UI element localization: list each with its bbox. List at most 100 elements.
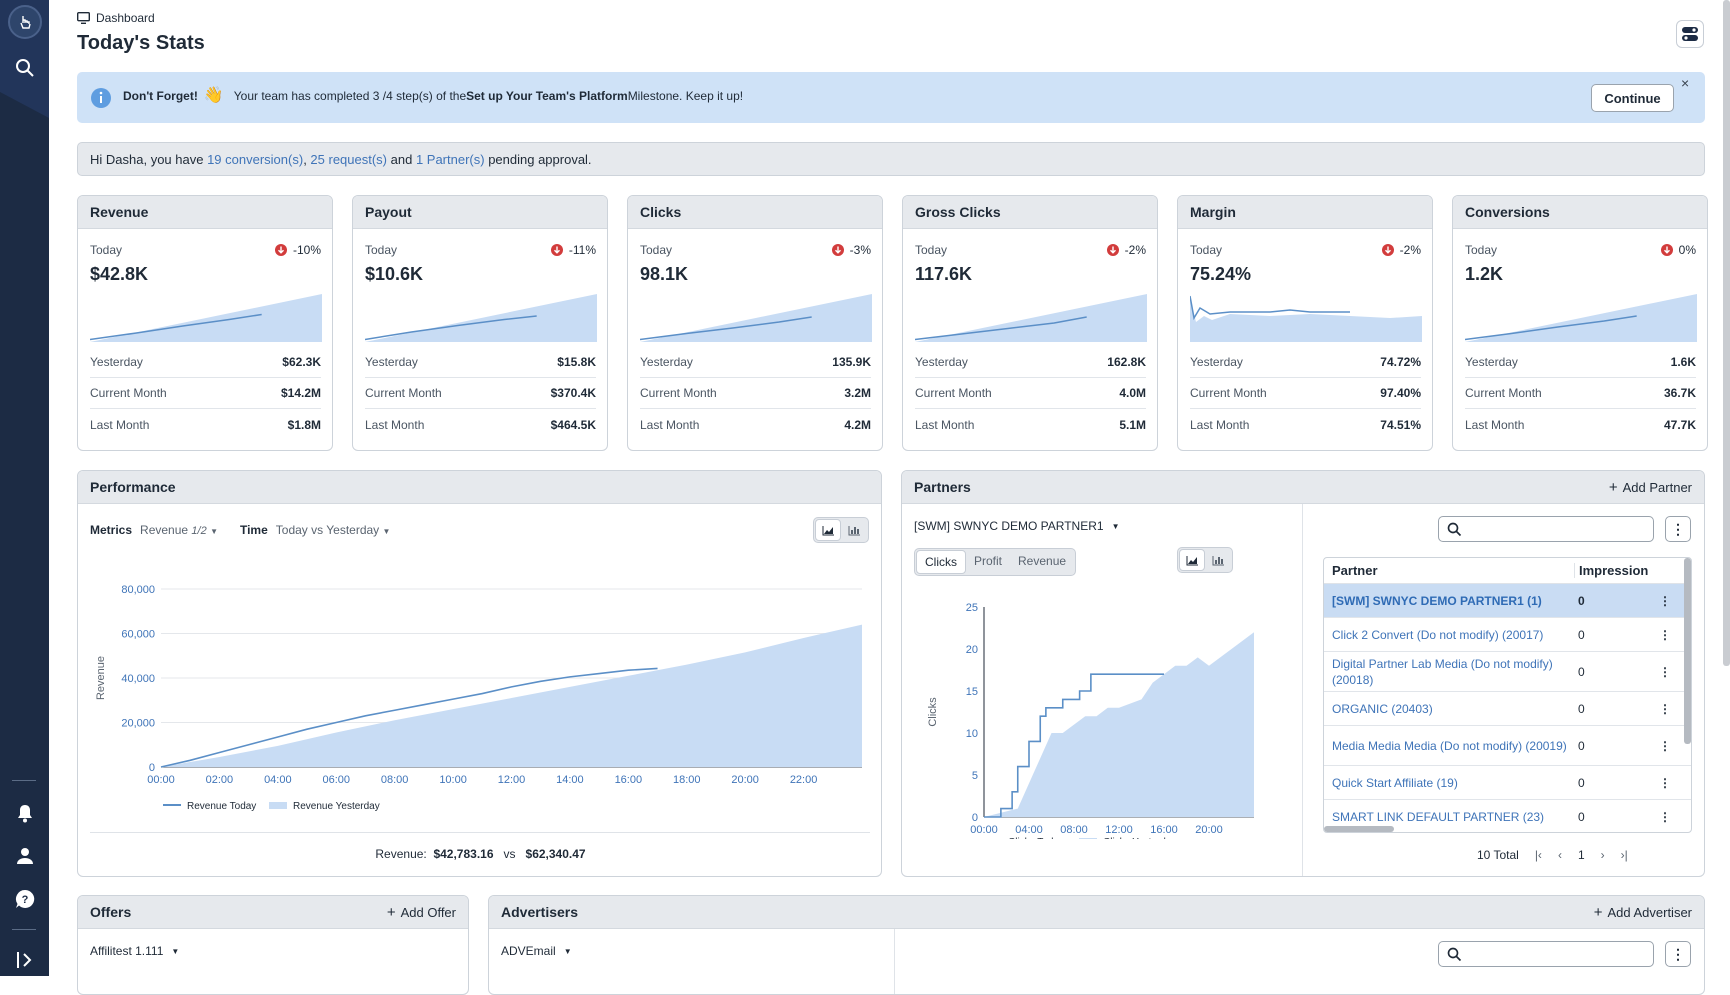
stat-title: Gross Clicks <box>915 204 1001 220</box>
x-tick-label: 02:00 <box>206 774 234 786</box>
performance-filters: Metrics Revenue 1/2 ▼ Time Today vs Yest… <box>90 523 390 537</box>
area-chart-button[interactable] <box>1179 549 1205 571</box>
stat-row-label: Last Month <box>1465 417 1525 432</box>
partner-name[interactable]: ORGANIC (20403) <box>1332 701 1433 716</box>
table-h-scrollbar[interactable] <box>1324 826 1394 832</box>
page-scrollbar[interactable] <box>1723 0 1730 666</box>
add-partner-button[interactable]: + Add Partner <box>1609 479 1692 496</box>
stat-row-label: Yesterday <box>1465 355 1518 369</box>
advertisers-card: Advertisers + Add Advertiser ADVEmail ▼ ⋮ <box>488 895 1705 995</box>
today-label: Today <box>640 243 673 257</box>
stat-row-label: Yesterday <box>90 355 143 369</box>
conversions-link[interactable]: 19 conversion(s) <box>207 151 304 167</box>
table-row[interactable]: Media Media Media (Do not modify) (20019… <box>1324 726 1691 766</box>
offers-title: Offers <box>90 904 132 920</box>
area-chart-button[interactable] <box>815 519 841 541</box>
offers-card: Offers + Add Offer Affilitest 1.111 ▼ <box>77 895 469 995</box>
partner-name[interactable]: Click 2 Convert (Do not modify) (20017) <box>1332 627 1544 642</box>
today-label: Today <box>90 243 123 257</box>
advertiser-select[interactable]: ADVEmail ▼ <box>501 944 572 958</box>
next-page-icon[interactable]: › <box>1600 848 1605 862</box>
first-page-icon[interactable]: |‹ <box>1534 848 1542 862</box>
impression-value: 0 <box>1578 701 1585 716</box>
partners-title: Partners <box>914 479 971 495</box>
notifications-button[interactable] <box>0 793 49 833</box>
stat-row: Current Month $14.2M <box>90 378 321 409</box>
help-button[interactable]: ? <box>0 879 49 919</box>
row-menu-icon[interactable]: ⋮ <box>1659 809 1671 824</box>
continue-button[interactable]: Continue <box>1591 84 1674 112</box>
col-impression[interactable]: Impression <box>1574 563 1664 578</box>
offer-select[interactable]: Affilitest 1.111 ▼ <box>90 944 179 958</box>
add-advertiser-label: Add Advertiser <box>1607 904 1692 920</box>
breadcrumb[interactable]: Dashboard <box>77 11 155 25</box>
partners-link[interactable]: 1 Partner(s) <box>415 151 485 167</box>
table-row[interactable]: Click 2 Convert (Do not modify) (20017) 0… <box>1324 618 1691 652</box>
row-menu-icon[interactable]: ⋮ <box>1659 664 1671 679</box>
row-menu-icon[interactable]: ⋮ <box>1659 775 1671 790</box>
stat-value: $10.6K <box>365 264 424 284</box>
row-menu-icon[interactable]: ⋮ <box>1659 738 1671 753</box>
search-button[interactable] <box>0 48 49 88</box>
stat-row-value: $370.4K <box>550 386 596 400</box>
tab-profit[interactable]: Profit <box>974 554 1003 568</box>
row-menu-icon[interactable]: ⋮ <box>1659 701 1671 716</box>
advertiser-more-button[interactable]: ⋮ <box>1665 941 1691 967</box>
today-label: Today <box>365 243 398 257</box>
stat-row: Yesterday $15.8K <box>365 347 596 378</box>
metrics-select[interactable]: Revenue 1/2 ▼ <box>140 523 218 537</box>
table-row[interactable]: SMART LINK DEFAULT PARTNER (23) 0 ⋮ <box>1324 800 1691 832</box>
expand-sidebar-button[interactable] <box>0 940 49 980</box>
tab-revenue[interactable]: Revenue <box>1018 554 1067 568</box>
partner-name[interactable]: Quick Start Affiliate (19) <box>1332 775 1458 790</box>
stat-value: 98.1K <box>640 264 689 284</box>
x-tick-label: 12:00 <box>1105 824 1133 836</box>
partner-name[interactable]: Media Media Media (Do not modify) (20019… <box>1332 738 1567 753</box>
bar-chart-button[interactable] <box>841 519 867 541</box>
table-row[interactable]: [SWM] SWNYC DEMO PARTNER1 (1) 0 ⋮ <box>1324 584 1691 618</box>
table-row[interactable]: Quick Start Affiliate (19) 0 ⋮ <box>1324 766 1691 800</box>
home-button[interactable] <box>0 2 49 42</box>
add-advertiser-button[interactable]: + Add Advertiser <box>1594 904 1692 921</box>
profile-button[interactable] <box>0 836 49 876</box>
close-banner-button[interactable]: × <box>1681 75 1690 91</box>
performance-card: Performance Metrics Revenue 1/2 ▼ Time T… <box>77 470 882 877</box>
current-page[interactable]: 1 <box>1577 848 1585 862</box>
bar-chart-button[interactable] <box>1205 549 1231 571</box>
chevron-down-icon: ▼ <box>563 946 572 956</box>
today-label: Today <box>1190 243 1223 257</box>
tab-clicks[interactable]: Clicks <box>916 550 966 574</box>
stat-row: Current Month $370.4K <box>365 378 596 409</box>
stat-title: Revenue <box>90 204 149 220</box>
col-partner[interactable]: Partner <box>1332 563 1378 578</box>
requests-link[interactable]: 25 request(s) <box>310 151 388 167</box>
layout-toggle-button[interactable] <box>1676 20 1704 48</box>
advertiser-search-input[interactable] <box>1438 941 1654 967</box>
last-page-icon[interactable]: ›| <box>1620 848 1628 862</box>
x-tick-label: 14:00 <box>556 774 584 786</box>
partner-select[interactable]: [SWM] SWNYC DEMO PARTNER1 ▼ <box>914 519 1120 533</box>
row-menu-icon[interactable]: ⋮ <box>1659 627 1671 642</box>
table-row[interactable]: Digital Partner Lab Media (Do not modify… <box>1324 652 1691 692</box>
partner-metric-tabs: Clicks Profit Revenue <box>914 548 1077 576</box>
offer-selected: Affilitest 1.111 <box>90 944 164 958</box>
partner-search-input[interactable] <box>1438 516 1654 542</box>
table-row[interactable]: ORGANIC (20403) 0 ⋮ <box>1324 692 1691 726</box>
x-tick-label: 16:00 <box>1150 824 1178 836</box>
prev-page-icon[interactable]: ‹ <box>1557 848 1562 862</box>
arrow-down-icon <box>550 244 563 256</box>
home-icon <box>7 5 42 39</box>
partner-name[interactable]: SMART LINK DEFAULT PARTNER (23) <box>1332 809 1545 824</box>
table-scrollbar[interactable] <box>1684 558 1691 744</box>
change-badge: 0% <box>1660 243 1696 257</box>
partner-more-button[interactable]: ⋮ <box>1665 516 1691 542</box>
row-menu-icon[interactable]: ⋮ <box>1659 593 1671 608</box>
stat-row-value: 36.7K <box>1663 386 1696 400</box>
partner-name[interactable]: [SWM] SWNYC DEMO PARTNER1 (1) <box>1332 593 1542 608</box>
stat-row-value: $14.2M <box>280 386 321 400</box>
partner-name[interactable]: Digital Partner Lab Media (Do not modify… <box>1332 656 1553 687</box>
pending-greeting: Hi Dasha, you have <box>90 151 208 167</box>
stat-row-value: $1.8M <box>287 417 321 432</box>
add-offer-button[interactable]: + Add Offer <box>387 904 456 921</box>
time-select[interactable]: Today vs Yesterday ▼ <box>276 523 391 537</box>
